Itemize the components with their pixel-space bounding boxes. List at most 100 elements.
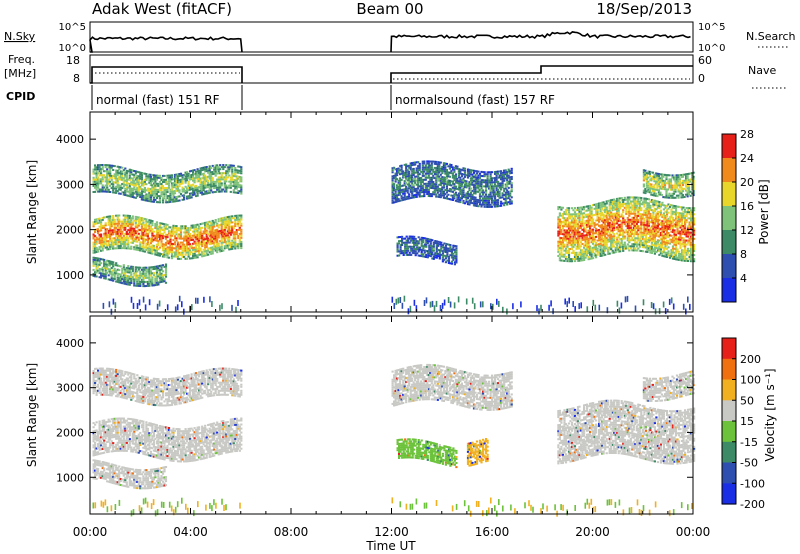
echo-cell (214, 237, 217, 240)
echo-cell (220, 239, 223, 242)
echo-cell (109, 229, 112, 232)
echo-cell (210, 224, 213, 227)
echo-cell (158, 187, 161, 190)
echo-cell (183, 227, 186, 230)
echo-cell (210, 236, 213, 239)
echo-cell (228, 215, 231, 218)
echo-cell (234, 187, 237, 190)
echo-cell (163, 231, 166, 234)
echo-cell (208, 232, 211, 235)
echo-cell (220, 223, 223, 226)
echo-cell (510, 171, 513, 174)
echo-cell (133, 180, 136, 183)
echo-cell (127, 267, 130, 270)
echo-cell (213, 225, 216, 228)
echo-cell (172, 184, 175, 187)
echo-cell (240, 247, 243, 250)
echo-cell (237, 171, 240, 174)
echo-cell (154, 278, 157, 280)
echo-cell (184, 171, 187, 174)
echo-cell (444, 197, 447, 200)
echo-cell (414, 188, 417, 190)
echo-cell (421, 189, 424, 192)
echo-cell (103, 232, 106, 235)
echo-cell (155, 279, 158, 282)
echo-cell (629, 202, 632, 205)
echo-cell (232, 227, 235, 230)
echo-cell (427, 182, 430, 185)
echo-cell (113, 237, 116, 240)
echo-cell (411, 176, 414, 179)
echo-cell (231, 217, 234, 220)
echo-cell (613, 233, 616, 236)
echo-cell (196, 235, 199, 238)
echo-cell (146, 241, 149, 244)
echo-cell (397, 169, 400, 172)
echo-cell (207, 171, 210, 174)
echo-cell (100, 168, 103, 171)
echo-cell (98, 263, 101, 266)
echo-cell (196, 248, 199, 251)
echo-cell (139, 243, 142, 246)
echo-cell (190, 239, 193, 241)
echo-cell (133, 182, 136, 185)
echo-cell (447, 260, 450, 262)
echo-cell (149, 266, 152, 269)
echo-cell (137, 224, 140, 227)
echo-cell (567, 250, 571, 252)
echo-cell (106, 170, 109, 173)
echo-cell (578, 231, 581, 234)
echo-cell (587, 239, 590, 242)
echo-cell (125, 237, 128, 240)
echo-cell (578, 237, 581, 240)
echo-cell (183, 245, 186, 248)
echo-cell (201, 234, 204, 237)
echo-cell (92, 251, 95, 254)
echo-cell (195, 244, 198, 247)
echo-cell (405, 189, 408, 192)
echo-cell (219, 246, 222, 249)
echo-cell (116, 218, 119, 221)
echo-cell (186, 191, 189, 194)
echo-cell (421, 168, 424, 171)
echo-cell (148, 245, 151, 248)
echo-cell (166, 242, 169, 245)
echo-cell (455, 261, 458, 264)
echo-cell (187, 174, 190, 177)
echo-cell (97, 269, 100, 272)
echo-cell (403, 176, 406, 179)
echo-cell (207, 249, 210, 252)
echo-cell (216, 172, 219, 175)
echo-cell (569, 223, 572, 226)
echo-cell (164, 250, 168, 252)
echo-cell (441, 194, 444, 197)
echo-cell (196, 223, 199, 226)
echo-cell (442, 180, 445, 183)
echo-cell (116, 278, 119, 281)
echo-cell (433, 183, 436, 186)
echo-cell (154, 184, 157, 187)
echo-cell (501, 184, 504, 187)
echo-cell (208, 165, 211, 168)
echo-cell (137, 228, 140, 231)
echo-cell (225, 170, 228, 173)
echo-cell (127, 220, 130, 223)
echo-cell (170, 253, 174, 256)
echo-cell (140, 278, 143, 281)
echo-cell (166, 246, 169, 249)
echo-cell (167, 248, 171, 251)
echo-cell (432, 185, 435, 188)
echo-cell (195, 242, 198, 245)
echo-cell (164, 281, 168, 284)
echo-cell (128, 233, 131, 236)
echo-cell (396, 184, 399, 187)
echo-cell (94, 239, 97, 242)
echo-cell (238, 178, 241, 181)
echo-cell (400, 178, 403, 181)
echo-cell (121, 247, 124, 250)
echo-cell (411, 162, 414, 165)
echo-cell (158, 201, 161, 204)
echo-cell (134, 176, 137, 179)
echo-cell (116, 235, 119, 237)
echo-cell (497, 188, 500, 191)
